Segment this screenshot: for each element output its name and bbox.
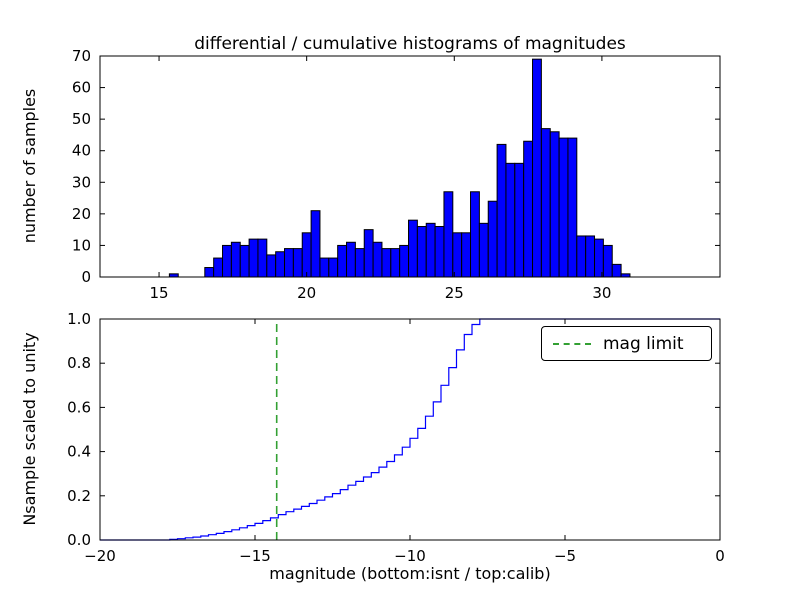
- histogram-bar: [523, 140, 534, 278]
- top-x-tick-label: 30: [592, 284, 611, 302]
- histogram-bar: [425, 222, 436, 278]
- bottom-y-tick-label: 0.6: [67, 398, 91, 416]
- top-y-tick-label: 70: [72, 47, 91, 65]
- histogram-bar: [602, 244, 613, 278]
- histogram-bar: [204, 267, 215, 278]
- histogram-bar: [461, 232, 472, 278]
- histogram-bar: [470, 191, 480, 278]
- top-x-tick-label: 25: [445, 284, 464, 302]
- histogram-bar: [540, 128, 551, 278]
- bottom-y-tick-label: 1.0: [67, 310, 91, 328]
- histogram-bar: [284, 248, 294, 278]
- bottom-x-tick-label: −5: [554, 547, 576, 565]
- bottom-y-tick-label: 0.8: [67, 354, 91, 372]
- bottom-y-tick-label: 0.2: [67, 487, 91, 505]
- top-y-tick-label: 30: [72, 173, 91, 191]
- histogram-bar: [408, 219, 418, 278]
- histogram-bar: [452, 232, 463, 278]
- histogram-bar: [328, 257, 339, 278]
- histogram-bar: [576, 235, 587, 278]
- histogram-bar: [585, 235, 596, 278]
- histogram-bar: [248, 238, 259, 278]
- histogram-bar: [363, 229, 374, 278]
- histogram-bar: [399, 244, 410, 278]
- histogram-bar: [292, 248, 303, 278]
- histogram-bar: [434, 225, 445, 278]
- top-y-tick-label: 0: [81, 268, 91, 286]
- histogram-bar: [381, 248, 392, 278]
- histogram-bar: [496, 143, 507, 278]
- legend: mag limit: [541, 326, 712, 361]
- histogram-bar: [239, 244, 250, 278]
- histogram-bar: [567, 137, 578, 278]
- histogram-bar: [549, 131, 560, 278]
- histogram-bar: [390, 248, 401, 278]
- histogram-bar: [514, 162, 525, 278]
- legend-label: mag limit: [603, 333, 684, 354]
- cumulative-curve: [100, 318, 720, 541]
- x-axis-label: magnitude (bottom:isnt / top:calib): [269, 564, 551, 583]
- histogram-bar: [558, 137, 569, 278]
- histogram-bar: [443, 191, 454, 278]
- histogram-bar: [372, 241, 383, 278]
- histogram-bar: [532, 58, 542, 278]
- histogram-bar: [275, 251, 286, 278]
- top-y-tick-label: 50: [72, 110, 91, 128]
- histogram-bar: [346, 241, 356, 278]
- histogram-bar: [337, 244, 348, 278]
- histogram-bar: [478, 222, 489, 278]
- histogram-bar: [416, 225, 427, 278]
- bottom-y-tick-label: 0.4: [67, 443, 91, 461]
- bottom-x-tick-label: 0: [715, 547, 725, 565]
- bottom-x-tick-label: −15: [239, 547, 271, 565]
- bottom-x-tick-label: −20: [84, 547, 116, 565]
- top-y-tick-label: 40: [72, 142, 91, 160]
- bottom-y-tick-label: 0.0: [67, 531, 91, 549]
- histogram-bar: [230, 241, 241, 278]
- histogram-bar: [266, 254, 277, 278]
- histogram-bar: [354, 248, 365, 278]
- mag-limit-dashed-line-icon: [553, 342, 591, 345]
- histogram-bar: [301, 232, 312, 278]
- histogram-bar: [319, 257, 330, 278]
- top-y-tick-label: 20: [72, 205, 91, 223]
- top-y-tick-label: 60: [72, 79, 91, 97]
- histogram-bar: [222, 244, 232, 278]
- bottom-x-tick-label: −10: [394, 547, 426, 565]
- histogram-bar: [594, 238, 604, 278]
- histogram-bar: [213, 257, 224, 278]
- top-axes-frame: [99, 55, 721, 278]
- top-y-axis-label: number of samples: [20, 88, 39, 244]
- histogram-bar: [505, 162, 516, 278]
- histogram-bar: [310, 210, 321, 278]
- histogram-bar: [487, 200, 498, 278]
- bottom-y-axis-label: Nsample scaled to unity: [20, 332, 39, 526]
- histogram-bar: [611, 263, 622, 278]
- chart-title: differential / cumulative histograms of …: [194, 34, 626, 54]
- top-y-tick-label: 10: [72, 236, 91, 254]
- top-x-tick-label: 15: [150, 284, 169, 302]
- histogram-bar: [257, 238, 268, 278]
- top-x-tick-label: 20: [297, 284, 316, 302]
